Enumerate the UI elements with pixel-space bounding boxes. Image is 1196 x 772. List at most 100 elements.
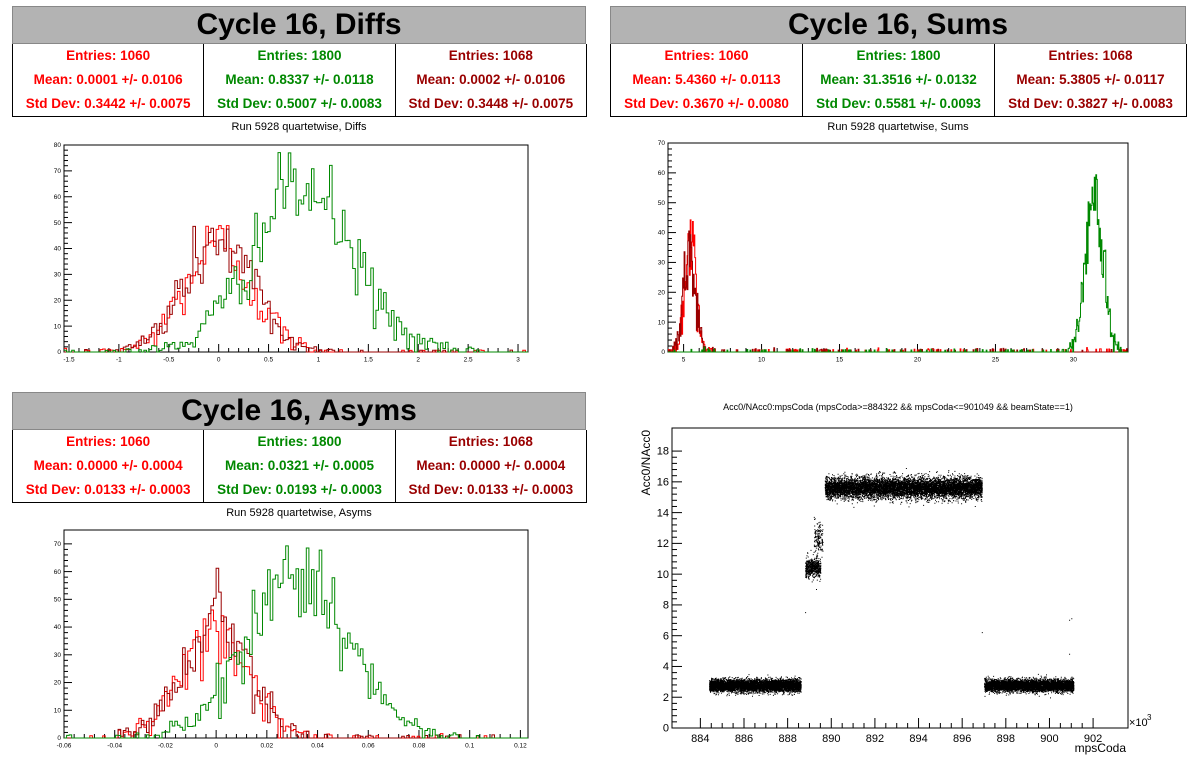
entries-label: Entries: 1068 [448, 48, 533, 63]
stats-box-green: Entries: 1800 Mean: 31.3516 +/- 0.0132 S… [802, 44, 995, 117]
stats-box-red: Entries: 1060 Mean: 0.0000 +/- 0.0004 St… [12, 430, 205, 503]
hist-series-1 [64, 225, 528, 353]
hist-series-0 [64, 225, 528, 353]
y-tick-label: 2 [663, 692, 669, 704]
y-tick-label: 60 [54, 194, 62, 201]
y-tick-label: 20 [54, 297, 62, 304]
x-tick-label: 0 [217, 357, 221, 364]
stddev-label: Std Dev: 0.5581 +/- 0.0093 [816, 96, 981, 111]
x-tick-label: 0.04 [311, 743, 324, 750]
histogram-1: 5 10 15 20 25 30 0 10 20 30 40 50 60 70 [658, 140, 1129, 364]
scatter-subtitle: Acc0/NAcc0:mpsCoda (mpsCoda>=884322 && m… [723, 402, 1073, 412]
hist-series-2 [64, 152, 528, 353]
y-tick-label: 20 [54, 680, 62, 687]
y-tick-label: 70 [658, 140, 666, 147]
x-tick-label: 0.08 [413, 743, 426, 750]
y-tick-label: 10 [657, 569, 669, 581]
stddev-label: Std Dev: 0.0193 +/- 0.0003 [217, 482, 382, 497]
y-tick-label: 40 [54, 624, 62, 631]
x-tick-label: 2 [416, 357, 420, 364]
scatter-markers [709, 468, 1075, 699]
stddev-label: Std Dev: 0.3448 +/- 0.0075 [408, 96, 574, 111]
plot-frame [667, 142, 1129, 353]
stats-box-darkred: Entries: 1068 Mean: 5.3805 +/- 0.0117 St… [994, 44, 1187, 117]
mean-label: Mean: 0.0002 +/- 0.0106 [416, 72, 566, 87]
x-tick-label: 5 [682, 357, 686, 364]
x-tick-label: 902 [1084, 733, 1102, 745]
entries-label: Entries: 1800 [257, 48, 342, 63]
hist-series-0 [64, 609, 528, 739]
x-tick-label: 1 [317, 357, 321, 364]
plot-subtitle: Run 5928 quartetwise, Sums [827, 121, 969, 133]
hist-series-2 [64, 545, 528, 739]
plot-subtitle: Run 5928 quartetwise, Diffs [231, 121, 367, 133]
y-tick-label: 50 [54, 220, 62, 227]
y-tick-label: 0 [663, 723, 669, 735]
entries-label: Entries: 1068 [448, 434, 533, 449]
x-tick-label: 0 [214, 743, 218, 750]
x-tick-label: 0.06 [362, 743, 375, 750]
mean-label: Mean: 0.0000 +/- 0.0004 [416, 458, 566, 473]
x-tick-label: -1.5 [63, 357, 75, 364]
x-tick-label: 1.5 [364, 357, 373, 364]
x-tick-label: -1 [116, 357, 122, 364]
mean-label: Mean: 0.0000 +/- 0.0004 [33, 458, 183, 473]
y-tick-label: 50 [54, 597, 62, 604]
hist-series-1 [64, 567, 528, 739]
hist-series-1 [668, 230, 1128, 353]
y-tick-label: 0 [661, 349, 665, 356]
y-tick-label: 14 [657, 507, 669, 519]
entries-label: Entries: 1800 [257, 434, 342, 449]
x-tick-label: 900 [1040, 733, 1058, 745]
plot-frame [63, 529, 529, 739]
mean-label: Mean: 0.0321 +/- 0.0005 [225, 458, 374, 473]
stddev-label: Std Dev: 0.3442 +/- 0.0075 [25, 96, 191, 111]
scatter-points [709, 468, 1075, 699]
y-tick-label: 6 [663, 630, 669, 642]
x-tick-label: 0.1 [465, 743, 474, 750]
x-tick-label: 20 [914, 357, 922, 364]
histogram-2: -0.06 -0.04 -0.02 0 0.02 0.04 0.06 0.08 0.1 0.12 0… [54, 529, 529, 750]
x-tick-label: 2.5 [464, 357, 473, 364]
x-multiplier-label: ×10 [1129, 717, 1148, 729]
x-tick-label: 30 [1070, 357, 1078, 364]
y-tick-label: 40 [658, 230, 666, 237]
y-tick-label: 30 [54, 272, 62, 279]
mean-label: Mean: 31.3516 +/- 0.0132 [820, 72, 977, 87]
stats-box-red: Entries: 1060 Mean: 0.0001 +/- 0.0106 St… [12, 44, 205, 117]
x-axis-label: mpsCoda [1075, 741, 1127, 755]
x-multiplier-exponent: 3 [1147, 713, 1152, 722]
entries-label: Entries: 1068 [1048, 48, 1133, 63]
y-tick-label: 30 [658, 260, 666, 267]
stats-row: Entries: 1060 Mean: 0.0000 +/- 0.0004 St… [12, 430, 587, 503]
x-tick-label: 886 [735, 733, 753, 745]
stats-box-red: Entries: 1060 Mean: 5.4360 +/- 0.0113 St… [610, 44, 803, 117]
panel-title: Cycle 16, Asyms [12, 392, 586, 430]
stats-row: Entries: 1060 Mean: 0.0001 +/- 0.0106 St… [12, 44, 587, 117]
y-tick-label: 30 [54, 652, 62, 659]
x-tick-label: 0.12 [514, 743, 527, 750]
x-tick-label: 892 [866, 733, 884, 745]
y-tick-label: 0 [57, 349, 61, 356]
x-tick-label: -0.06 [57, 743, 72, 750]
panel-title: Cycle 16, Sums [610, 6, 1186, 44]
entries-label: Entries: 1060 [66, 434, 151, 449]
mean-label: Mean: 5.3805 +/- 0.0117 [1016, 72, 1165, 87]
y-tick-label: 80 [54, 142, 62, 149]
hist-series-0 [668, 219, 1128, 353]
plot-subtitle: Run 5928 quartetwise, Asyms [226, 507, 372, 519]
x-tick-label: 15 [836, 357, 844, 364]
x-tick-label: -0.5 [163, 357, 175, 364]
entries-label: Entries: 1060 [664, 48, 749, 63]
y-tick-label: 10 [54, 707, 62, 714]
x-tick-label: 10 [758, 357, 766, 364]
mean-label: Mean: 0.0001 +/- 0.0106 [33, 72, 183, 87]
y-tick-label: 0 [57, 735, 61, 742]
stats-box-green: Entries: 1800 Mean: 0.0321 +/- 0.0005 St… [203, 430, 396, 503]
mean-label: Mean: 0.8337 +/- 0.0118 [225, 72, 374, 87]
x-tick-label: 3 [516, 357, 520, 364]
panel-title: Cycle 16, Diffs [12, 6, 586, 44]
stddev-label: Std Dev: 0.0133 +/- 0.0003 [408, 482, 574, 497]
x-tick-label: 890 [822, 733, 840, 745]
